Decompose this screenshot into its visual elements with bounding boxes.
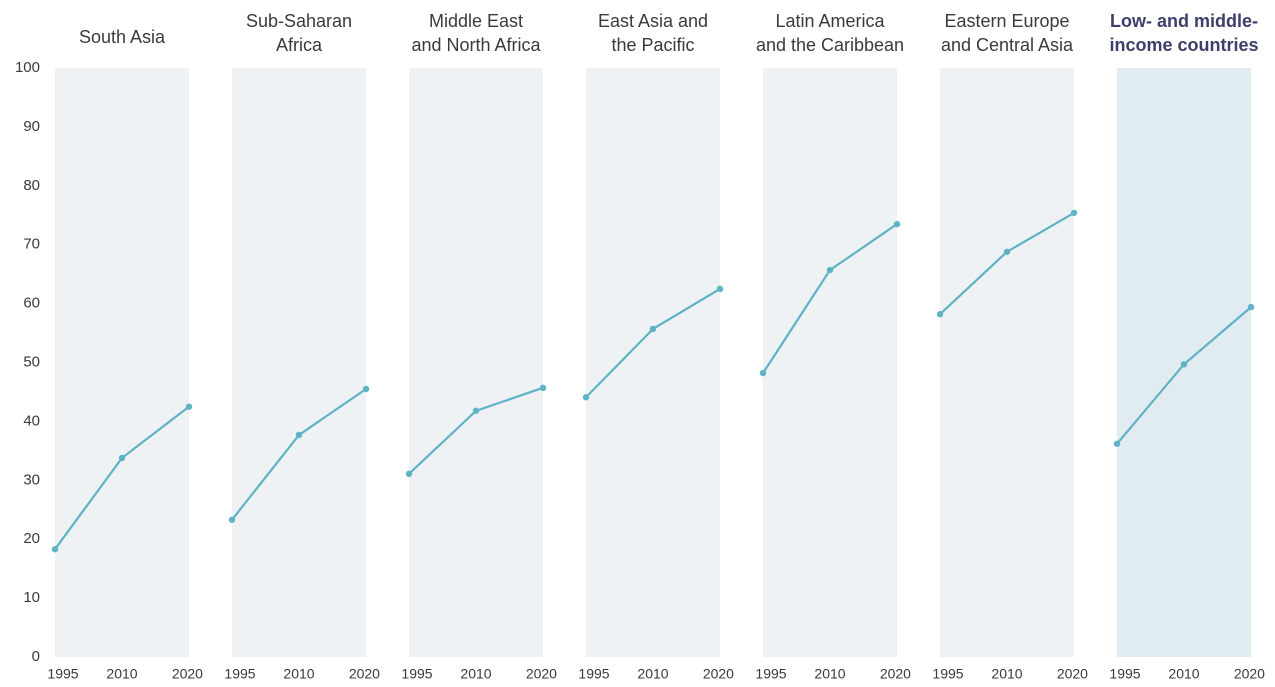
x-tick-label: 2020 — [880, 666, 911, 682]
point — [759, 369, 767, 377]
point — [405, 470, 413, 478]
point — [582, 394, 590, 401]
x-tick-label: 1995 — [932, 666, 963, 682]
panel-background — [55, 68, 189, 657]
y-tick-label: 100 — [15, 59, 40, 76]
panel-title: Eastern Europe — [944, 11, 1069, 31]
point — [539, 384, 547, 392]
point — [1003, 248, 1011, 255]
point — [826, 266, 834, 274]
x-tick-label: 1995 — [47, 666, 78, 682]
panel-title: Sub-Saharan — [246, 11, 352, 31]
x-tick-label: 2010 — [283, 666, 314, 682]
point — [185, 403, 193, 410]
point — [716, 285, 724, 293]
y-tick-label: 50 — [23, 353, 40, 370]
y-tick-label: 0 — [32, 648, 40, 665]
panel-background — [232, 68, 366, 657]
point — [1070, 209, 1078, 217]
x-tick-label: 1995 — [755, 666, 786, 682]
point — [893, 220, 901, 228]
point — [936, 311, 944, 318]
x-tick-label: 1995 — [401, 666, 432, 682]
panel-title: and North Africa — [411, 35, 541, 55]
panel-title: income countries — [1109, 35, 1258, 55]
x-tick-label: 2010 — [991, 666, 1022, 682]
x-tick-label: 2020 — [1057, 666, 1088, 682]
x-tick-label: 1995 — [1109, 666, 1140, 682]
x-tick-label: 2020 — [172, 666, 203, 682]
point — [1113, 440, 1121, 447]
panel-title: Africa — [276, 35, 323, 55]
x-tick-label: 2010 — [106, 666, 137, 682]
panel-title: and the Caribbean — [756, 35, 904, 55]
y-tick-label: 90 — [23, 118, 40, 135]
y-tick-label: 80 — [23, 177, 40, 194]
point — [228, 516, 236, 523]
x-tick-label: 2020 — [349, 666, 380, 682]
panel-title: Middle East — [429, 11, 523, 31]
point — [118, 454, 126, 462]
point — [1180, 361, 1188, 368]
y-tick-label: 60 — [23, 295, 40, 312]
point — [362, 385, 370, 393]
x-tick-label: 2010 — [637, 666, 668, 682]
panel-title: the Pacific — [611, 35, 694, 55]
panel-title: and Central Asia — [941, 35, 1074, 55]
y-tick-label: 10 — [23, 589, 40, 606]
x-tick-label: 2010 — [460, 666, 491, 682]
panel-background — [940, 68, 1074, 657]
x-tick-label: 2010 — [1168, 666, 1199, 682]
x-tick-label: 1995 — [578, 666, 609, 682]
x-tick-label: 2020 — [1234, 666, 1265, 682]
x-tick-label: 2020 — [703, 666, 734, 682]
point — [51, 546, 59, 553]
point — [295, 431, 303, 439]
panel-title: Low- and middle- — [1110, 11, 1258, 31]
point — [472, 407, 480, 414]
y-tick-label: 40 — [23, 412, 40, 429]
panel-title: Latin America — [775, 11, 885, 31]
point — [1247, 303, 1255, 311]
panel-background — [763, 68, 897, 657]
x-tick-label: 2010 — [814, 666, 845, 682]
y-tick-label: 70 — [23, 236, 40, 253]
panel-background — [409, 68, 543, 657]
panel-background — [586, 68, 720, 657]
y-tick-label: 20 — [23, 530, 40, 547]
point — [649, 325, 657, 333]
panel-title: East Asia and — [598, 11, 708, 31]
y-tick-label: 30 — [23, 471, 40, 488]
x-tick-label: 2020 — [526, 666, 557, 682]
x-tick-label: 1995 — [224, 666, 255, 682]
panel-title: South Asia — [79, 27, 166, 47]
